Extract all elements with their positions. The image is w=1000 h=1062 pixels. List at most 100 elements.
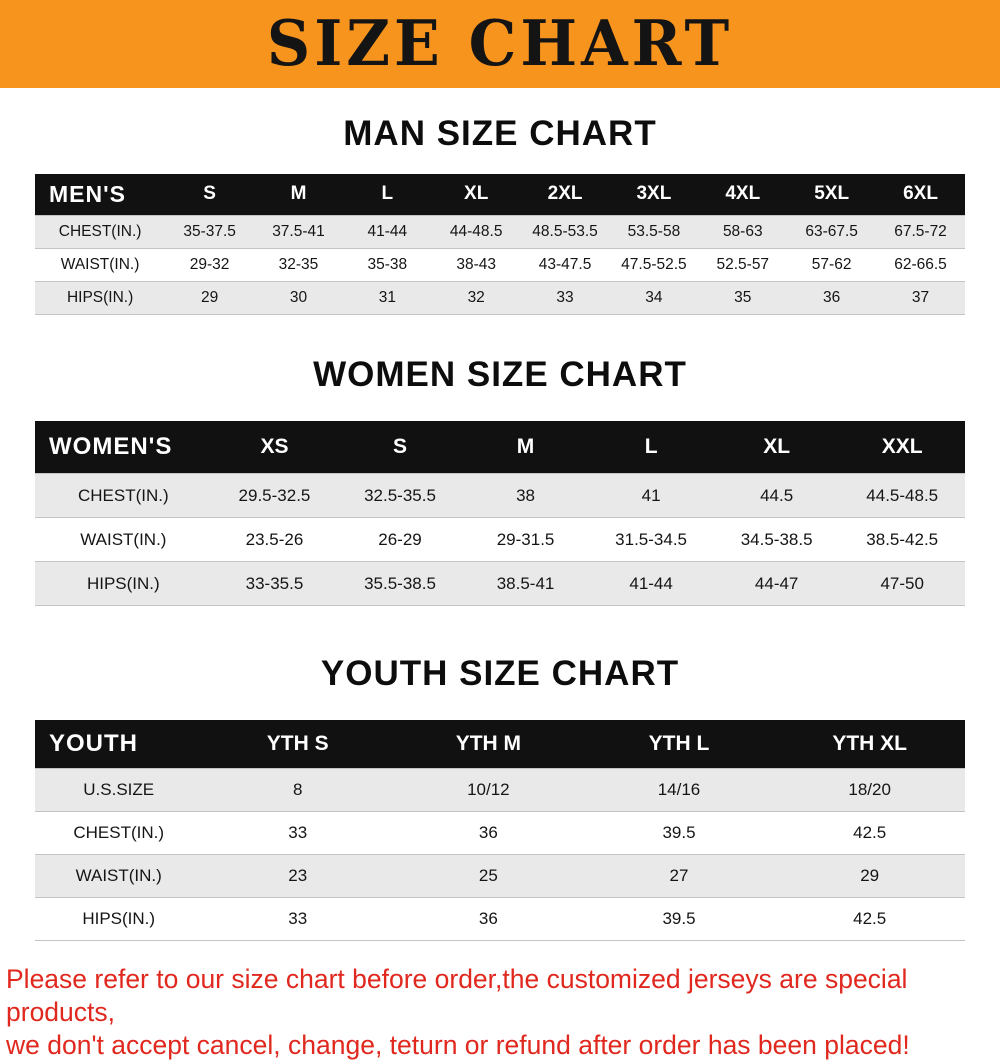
measurement-value: 36 [478, 908, 498, 928]
measurement-label: WAIST(IN.) [60, 255, 140, 273]
measurement-value: 38-43 [456, 255, 497, 273]
measurement-value: 31 [378, 288, 396, 306]
table-row: CHEST(IN.) 29.5-32.5 32.5-35.5 38 41 44.5 44.5… [35, 473, 965, 518]
measurement-value: 34.5-38.5 [740, 529, 813, 549]
measurement-value: 32 [467, 288, 485, 306]
size-column-header: XL [713, 420, 840, 474]
measurement-value: 29.5-32.5 [238, 485, 311, 505]
measurement-value: 29 [860, 865, 880, 885]
table-title-cell: WOMEN'S [35, 420, 212, 474]
measurement-value: 37.5-41 [272, 222, 325, 240]
man-size-chart-heading: MAN SIZE CHART [343, 114, 657, 153]
youth-size-table: YOUTH YTH S YTH M YTH L YTH XL U.S.SIZE 8 10/12… [35, 720, 965, 941]
measurement-value: 35-37.5 [183, 222, 236, 240]
measurement-value: 39.5 [662, 822, 696, 842]
size-column-header: 2XL [520, 174, 610, 215]
size-column-header: S [165, 174, 255, 215]
measurement-value: 39.5 [662, 908, 696, 928]
measurement-value: 44.5-48.5 [866, 485, 939, 505]
table-title-cell: MEN'S [35, 174, 166, 215]
measurement-label: CHEST(IN.) [58, 222, 142, 240]
disclaimer-text: Please refer to our size chart before or… [6, 963, 1000, 1062]
measurement-label: WAIST(IN.) [75, 865, 162, 885]
measurement-value: 58-63 [722, 222, 763, 240]
size-column-header: S [337, 420, 463, 474]
measurement-value: 33 [288, 822, 308, 842]
measurement-value: 27 [669, 865, 689, 885]
size-column-header: L [342, 174, 432, 215]
measurement-label: WAIST(IN.) [80, 529, 167, 549]
measurement-value: 41-44 [629, 573, 673, 593]
size-column-header: YTH L [583, 720, 775, 768]
size-column-header: XS [211, 420, 338, 474]
measurement-value: 44.5 [760, 485, 794, 505]
size-column-header: YTH S [202, 720, 394, 768]
measurement-label: HIPS(IN.) [86, 573, 160, 593]
size-column-header: XXL [839, 420, 965, 474]
measurement-value: 43-47.5 [538, 255, 592, 273]
size-column-header: 3XL [609, 174, 699, 215]
measurement-value: 32.5-35.5 [364, 485, 436, 505]
measurement-value: 42.5 [853, 822, 887, 842]
measurement-value: 67.5-72 [894, 222, 947, 240]
measurement-value: 38.5-42.5 [866, 529, 939, 549]
measurement-value: 47-50 [880, 573, 924, 593]
table-row: HIPS(IN.) 33-35.5 35.5-38.5 38.5-41 41-44 44-… [35, 561, 965, 606]
women-size-table: WOMEN'S XS S M L XL XXL CHEST(IN.) 29.5-32.5 32.5… [35, 420, 965, 607]
table-row: CHEST(IN.) 33 36 39.5 42.5 [35, 811, 965, 854]
size-table: YOUTH YTH S YTH M YTH L YTH XL U.S.SIZE 8 10/12… [35, 720, 965, 941]
measurement-label: HIPS(IN.) [82, 908, 156, 928]
measurement-label: CHEST(IN.) [78, 485, 169, 505]
measurement-value: 31.5-34.5 [615, 529, 688, 549]
size-table: MEN'S S M L XL 2XL 3XL 4XL 5XL 6XL CHEST(IN.) 35-37… [35, 174, 965, 315]
measurement-value: 8 [292, 779, 303, 799]
size-column-header: 5XL [787, 174, 877, 215]
measurement-value: 36 [823, 288, 841, 306]
table-row: WAIST(IN.) 23 25 27 29 [35, 854, 965, 897]
size-column-header: 6XL [876, 174, 965, 215]
size-column-header: XL [431, 174, 521, 215]
measurement-value: 47.5-52.5 [621, 255, 687, 273]
measurement-value: 44-47 [754, 573, 799, 593]
size-column-header: M [254, 174, 343, 215]
size-column-header: L [588, 420, 714, 474]
measurement-value: 29-32 [189, 255, 230, 273]
measurement-value: 30 [289, 288, 308, 306]
measurement-value: 29 [200, 288, 219, 306]
measurement-value: 62-66.5 [894, 255, 947, 273]
measurement-value: 42.5 [853, 908, 887, 928]
table-header-row: WOMEN'S XS S M L XL XXL [35, 420, 965, 474]
table-header-row: YOUTH YTH S YTH M YTH L YTH XL [35, 720, 965, 768]
size-column-header: YTH XL [774, 720, 965, 768]
measurement-value: 33 [288, 908, 308, 928]
measurement-value: 53.5-58 [627, 222, 681, 240]
measurement-label: HIPS(IN.) [66, 288, 134, 306]
table-header-row: MEN'S S M L XL 2XL 3XL 4XL 5XL 6XL [35, 174, 965, 215]
measurement-value: 10/12 [467, 779, 510, 799]
measurement-value: 34 [645, 288, 663, 306]
size-column-header: 4XL [698, 174, 788, 215]
disclaimer-line-1: Please refer to our size chart before or… [6, 963, 908, 1027]
size-table: WOMEN'S XS S M L XL XXL CHEST(IN.) 29.5-32.5 32.5… [35, 420, 965, 607]
size-chart-banner: SIZE CHART [0, 0, 1000, 88]
women-size-chart-heading: WOMEN SIZE CHART [313, 354, 687, 394]
measurement-value: 41 [641, 485, 661, 505]
table-row: WAIST(IN.) 23.5-26 26-29 29-31.5 31.5-34.5 34… [35, 517, 965, 562]
measurement-label: CHEST(IN.) [73, 822, 165, 842]
measurement-value: 26-29 [378, 529, 422, 549]
measurement-value: 44-48.5 [449, 222, 503, 240]
measurement-value: 35-38 [367, 255, 408, 273]
measurement-value: 37 [911, 288, 930, 306]
table-row: CHEST(IN.) 35-37.5 37.5-41 41-44 44-48.5 48.5… [35, 215, 965, 248]
measurement-label: U.S.SIZE [83, 779, 155, 799]
measurement-value: 57-62 [811, 255, 852, 273]
measurement-value: 33 [556, 288, 574, 306]
measurement-value: 52.5-57 [716, 255, 770, 273]
table-row: WAIST(IN.) 29-32 32-35 35-38 38-43 43-47.5 47.… [35, 248, 965, 281]
measurement-value: 14/16 [657, 779, 701, 799]
measurement-value: 35.5-38.5 [364, 573, 436, 593]
measurement-value: 35 [734, 288, 752, 306]
table-row: HIPS(IN.) 29 30 31 32 33 34 35 36 37 [35, 281, 965, 314]
measurement-value: 23 [288, 865, 308, 885]
size-column-header: YTH M [393, 720, 584, 768]
